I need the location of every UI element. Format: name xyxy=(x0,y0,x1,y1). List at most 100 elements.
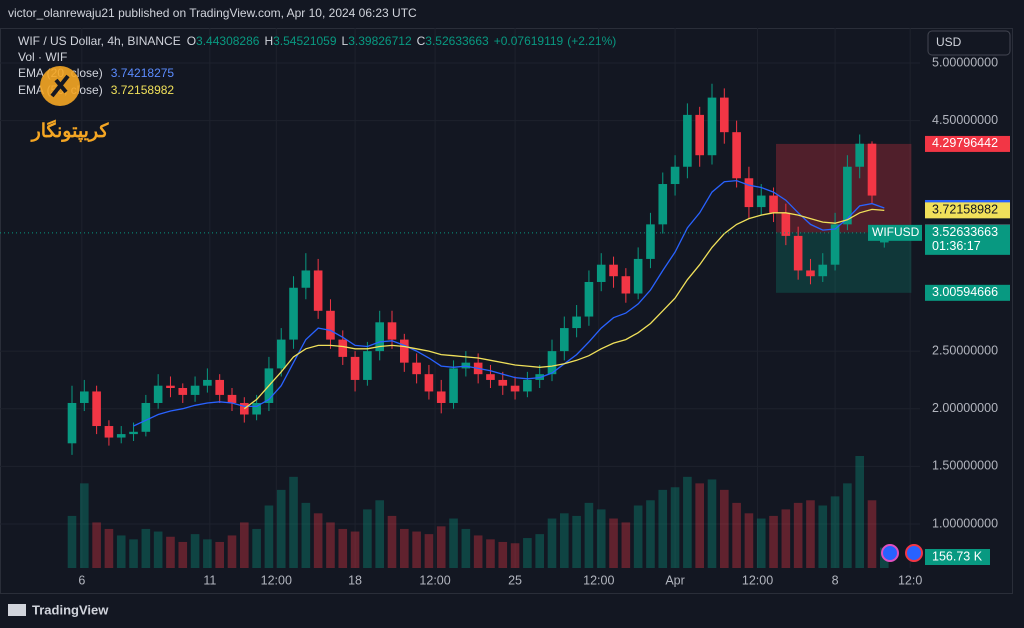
countdown: 01:36:17 xyxy=(932,239,981,253)
volume-bar xyxy=(670,487,680,568)
volume-bar xyxy=(313,513,323,568)
candle-body xyxy=(141,402,151,432)
candle-body xyxy=(486,374,495,380)
volume-bar xyxy=(301,502,311,568)
candle-body xyxy=(769,195,778,213)
candle-body xyxy=(129,431,138,435)
x-tick-label: 18 xyxy=(348,573,362,587)
candle-body xyxy=(338,339,348,357)
change: +0.07619119 xyxy=(494,34,564,48)
x-tick-label: 12:00 xyxy=(261,573,292,587)
x-tick-label: Apr xyxy=(665,573,684,587)
candle-body xyxy=(523,379,532,392)
event-icon[interactable] xyxy=(881,544,899,562)
candle-body xyxy=(252,402,261,415)
volume-bar xyxy=(720,489,729,568)
volume-bar xyxy=(584,502,594,568)
volume-bar xyxy=(289,476,298,568)
volume-bar xyxy=(744,513,754,568)
volume-bar xyxy=(486,539,495,568)
brand-logo xyxy=(8,604,26,616)
o-key: O xyxy=(187,34,196,48)
target-label-bg xyxy=(925,284,1010,301)
volume-bar xyxy=(326,522,335,568)
symbol: WIF / US Dollar, 4h, BINANCE xyxy=(18,34,181,48)
volume-bar xyxy=(781,509,791,568)
volume-bar xyxy=(867,500,877,568)
currency-button[interactable] xyxy=(927,30,1011,56)
volume-bar xyxy=(461,528,471,568)
volume-bar xyxy=(350,531,360,568)
volume-bar xyxy=(535,534,544,568)
volume-bar xyxy=(609,518,618,568)
candle-body xyxy=(806,270,815,277)
candle-body xyxy=(498,379,508,386)
volume-bar xyxy=(116,535,126,568)
target-label: 3.00594666 xyxy=(932,285,998,299)
candle-body xyxy=(633,258,643,294)
o-value: 3.44308286 xyxy=(196,34,260,48)
candle-body xyxy=(732,132,741,179)
currency[interactable]: USD xyxy=(936,35,962,49)
candle-body xyxy=(818,264,828,277)
panel-border xyxy=(0,28,1013,594)
candle-body xyxy=(609,264,618,277)
x-tick-label: 12:00 xyxy=(419,573,450,587)
volume-bar xyxy=(375,500,384,568)
candle-body xyxy=(116,434,126,438)
candle-body xyxy=(867,143,877,196)
volume-bar xyxy=(436,526,446,568)
candle-body xyxy=(350,356,360,380)
ema-label: 3.72158982 xyxy=(932,203,998,217)
volume-bar xyxy=(227,535,237,568)
candle-body xyxy=(166,385,175,388)
candle-body xyxy=(658,184,668,225)
candle-body xyxy=(707,97,717,156)
candle-body xyxy=(670,166,680,185)
event-icon[interactable] xyxy=(905,544,923,562)
volume-bar xyxy=(252,528,261,568)
c-value: 3.52633663 xyxy=(425,34,489,48)
volume-bar xyxy=(387,515,397,568)
ema-line xyxy=(133,179,885,427)
volume-bar xyxy=(707,479,717,568)
last-price: 3.52633663 xyxy=(932,225,998,239)
x-tick-label: 25 xyxy=(508,573,522,587)
candle-body xyxy=(449,368,458,403)
ema-value: 3.72158982 xyxy=(111,83,175,97)
volume-bar xyxy=(276,489,286,568)
candle-body xyxy=(104,426,114,438)
ema-value: 3.74218275 xyxy=(111,66,175,80)
candle-body xyxy=(80,391,89,403)
candle-body xyxy=(400,339,409,363)
candle-body xyxy=(326,310,335,340)
c-key: C xyxy=(417,34,426,48)
x-tick-label: 12:0 xyxy=(898,573,922,587)
candle-body xyxy=(424,374,434,392)
stop-label: 4.29796442 xyxy=(932,136,998,150)
volume-legend: Vol · WIF xyxy=(18,50,67,64)
candle-body xyxy=(830,224,840,265)
volume-bar xyxy=(818,505,828,568)
symbol-tag: WIFUSD xyxy=(872,225,920,239)
volume-bar xyxy=(633,505,643,568)
volume-bar xyxy=(572,515,581,568)
l-value: 3.39826712 xyxy=(348,34,412,48)
volume-bar xyxy=(695,483,704,568)
candle-body xyxy=(289,287,298,340)
published-line: victor_olanrewaju21 published on Trading… xyxy=(8,6,417,20)
candle-body xyxy=(572,316,581,329)
y-tick-label: 2.00000000 xyxy=(932,401,998,415)
x-tick-label: 6 xyxy=(78,573,85,587)
legend-ohlc: WIF / US Dollar, 4h, BINANCE O3.44308286 H… xyxy=(18,34,616,48)
volume-bar xyxy=(498,541,508,568)
candle-body xyxy=(547,351,557,375)
l-key: L xyxy=(342,34,349,48)
volume-bar xyxy=(190,534,200,568)
candle-body xyxy=(215,379,224,395)
candle-body xyxy=(596,264,606,282)
candle-body xyxy=(227,394,237,403)
volume-bar xyxy=(424,534,434,568)
y-tick-label: 1.00000000 xyxy=(932,516,998,530)
